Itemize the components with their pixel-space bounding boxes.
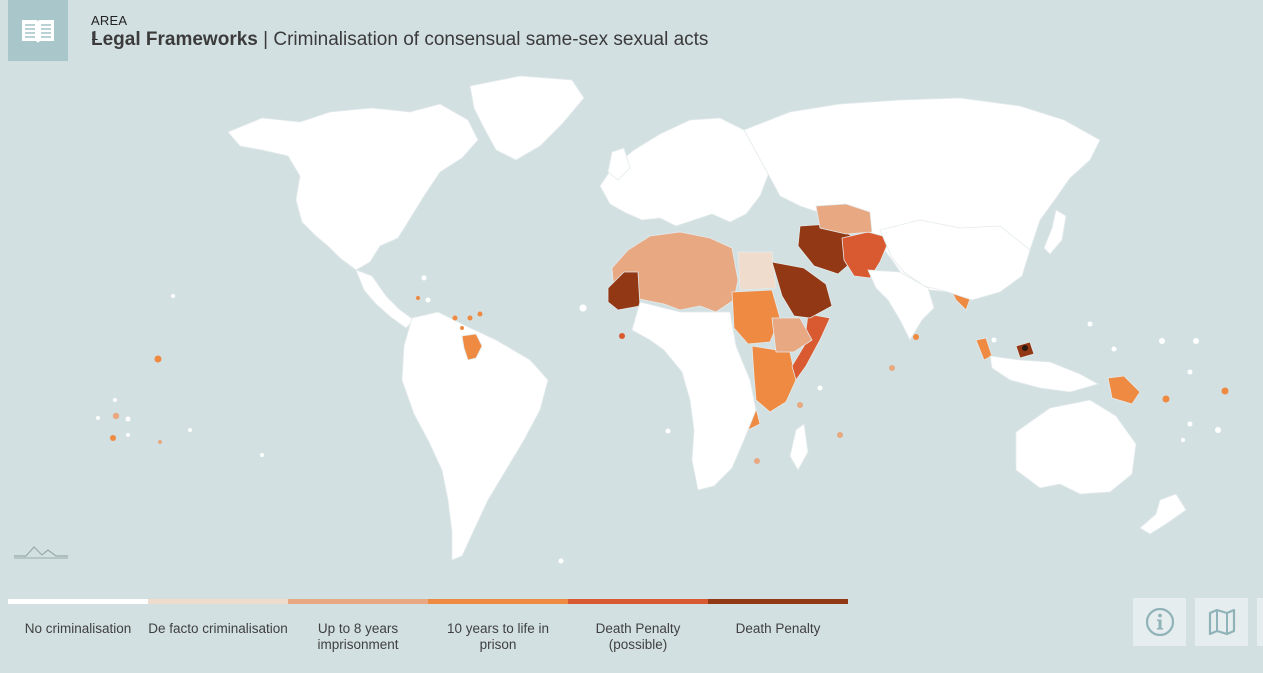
island-marker[interactable] — [260, 453, 264, 457]
info-icon — [1145, 607, 1174, 637]
island-marker[interactable] — [913, 334, 919, 340]
title-separator: | — [257, 29, 274, 50]
legend: No criminalisation De facto criminalisati… — [8, 599, 848, 653]
island-marker[interactable] — [1111, 346, 1117, 352]
legend-color-bar — [8, 599, 848, 604]
page-title: Legal Frameworks | Criminalisation of co… — [91, 29, 708, 51]
region-egypt[interactable] — [737, 251, 777, 291]
map-icon — [1208, 608, 1235, 636]
region-uk[interactable] — [607, 147, 631, 181]
region-central-southern-africa[interactable] — [631, 301, 757, 491]
region-somalia[interactable] — [791, 313, 831, 381]
region-malaysia[interactable] — [975, 337, 993, 361]
island-marker[interactable] — [1162, 395, 1170, 403]
panel-edge — [1257, 598, 1263, 646]
title-rest: Criminalisation of consensual same-sex s… — [273, 29, 709, 50]
island-marker[interactable] — [991, 337, 997, 343]
island-marker[interactable] — [817, 385, 823, 391]
region-china[interactable] — [879, 219, 1031, 301]
mountain-scale-icon — [12, 542, 70, 565]
region-central-america[interactable] — [355, 269, 415, 329]
island-marker[interactable] — [889, 365, 895, 371]
legend-label: Death Penalty (possible) — [595, 621, 681, 652]
legend-labels: No criminalisation De facto criminalisati… — [8, 604, 848, 653]
island-marker[interactable] — [113, 398, 117, 402]
island-marker[interactable] — [1022, 345, 1028, 351]
legend-swatch — [8, 599, 148, 604]
area-label: AREA 1 — [91, 13, 127, 43]
island-marker[interactable] — [188, 428, 192, 432]
legend-swatch — [428, 599, 568, 604]
legend-swatch — [148, 599, 288, 604]
island-marker[interactable] — [96, 416, 100, 420]
region-indonesia[interactable] — [989, 355, 1100, 393]
region-europe[interactable] — [599, 117, 771, 227]
legend-label: Death Penalty — [735, 621, 821, 636]
island-marker[interactable] — [837, 432, 843, 438]
island-marker[interactable] — [1187, 421, 1193, 427]
legend-swatch — [708, 599, 848, 604]
region-saudi-arabia-yemen[interactable] — [771, 261, 833, 319]
region-australia[interactable] — [1015, 399, 1137, 495]
island-marker[interactable] — [452, 315, 458, 321]
map-view-button[interactable] — [1195, 598, 1248, 646]
island-marker[interactable] — [416, 296, 420, 300]
island-marker[interactable] — [665, 428, 671, 434]
island-marker[interactable] — [467, 315, 473, 321]
region-madagascar[interactable] — [789, 423, 809, 471]
island-marker[interactable] — [754, 458, 760, 464]
island-marker[interactable] — [154, 355, 162, 363]
island-marker[interactable] — [171, 294, 175, 298]
island-marker[interactable] — [797, 402, 803, 408]
legend-label: No criminalisation — [24, 621, 132, 636]
island-marker[interactable] — [1187, 369, 1193, 375]
island-marker[interactable] — [1159, 338, 1165, 344]
island-marker[interactable] — [619, 333, 625, 339]
legend-label: 10 years to life in prison — [446, 621, 550, 652]
legend-swatch — [288, 599, 428, 604]
island-marker[interactable] — [579, 304, 587, 312]
info-button[interactable] — [1133, 598, 1186, 646]
island-marker[interactable] — [110, 435, 116, 441]
region-guyana[interactable] — [461, 333, 483, 361]
region-ethiopia[interactable] — [771, 317, 813, 353]
open-book-icon — [8, 0, 68, 61]
region-sudan-region[interactable] — [731, 289, 781, 345]
region-east-africa[interactable] — [751, 345, 797, 413]
island-marker[interactable] — [1087, 321, 1093, 327]
region-papua-new-guinea[interactable] — [1107, 375, 1141, 405]
island-marker[interactable] — [112, 412, 120, 420]
island-marker[interactable] — [125, 416, 131, 422]
island-marker[interactable] — [126, 433, 130, 437]
region-india[interactable] — [867, 269, 935, 341]
island-marker[interactable] — [1181, 438, 1185, 442]
world-map[interactable] — [0, 60, 1263, 580]
region-north-america[interactable] — [227, 103, 479, 271]
island-marker[interactable] — [477, 311, 483, 317]
island-marker[interactable] — [421, 275, 427, 281]
region-new-zealand[interactable] — [1139, 493, 1187, 535]
region-greenland[interactable] — [469, 75, 585, 161]
region-south-america[interactable] — [401, 311, 549, 561]
island-marker[interactable] — [1193, 338, 1199, 344]
region-afghanistan-pakistan[interactable] — [841, 231, 891, 279]
region-japan[interactable] — [1043, 209, 1067, 255]
legend-swatch — [568, 599, 708, 604]
title-bold: Legal Frameworks — [91, 29, 258, 50]
island-marker[interactable] — [460, 326, 464, 330]
island-marker[interactable] — [158, 440, 162, 444]
legend-label: De facto criminalisation — [148, 621, 288, 636]
region-central-asia[interactable] — [815, 203, 873, 235]
legend-label: Up to 8 years imprisonment — [317, 621, 399, 652]
island-marker[interactable] — [1221, 387, 1229, 395]
island-marker[interactable] — [425, 297, 431, 303]
island-marker[interactable] — [1215, 427, 1221, 433]
island-marker[interactable] — [558, 558, 564, 564]
